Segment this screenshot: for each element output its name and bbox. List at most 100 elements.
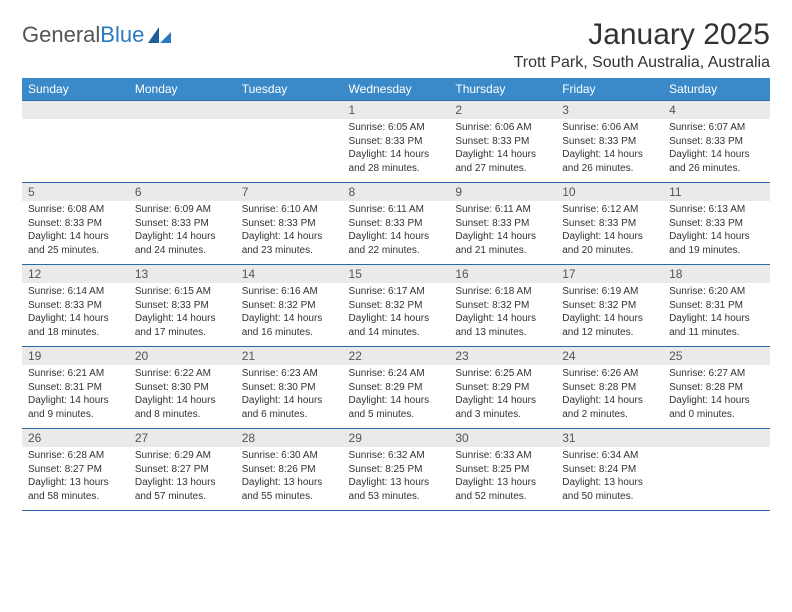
calendar-cell: 30Sunrise: 6:33 AMSunset: 8:25 PMDayligh… [449, 429, 556, 511]
day-content: Sunrise: 6:12 AMSunset: 8:33 PMDaylight:… [556, 201, 663, 261]
day-number: 4 [663, 101, 770, 119]
sunset-text: Sunset: 8:27 PM [135, 463, 230, 477]
daylight-text: Daylight: 14 hours and 17 minutes. [135, 312, 230, 339]
weekday-header: Wednesday [343, 78, 450, 101]
sunrise-text: Sunrise: 6:25 AM [455, 367, 550, 381]
daylight-text: Daylight: 14 hours and 8 minutes. [135, 394, 230, 421]
sunset-text: Sunset: 8:28 PM [669, 381, 764, 395]
daylight-text: Daylight: 14 hours and 13 minutes. [455, 312, 550, 339]
calendar-body: 1Sunrise: 6:05 AMSunset: 8:33 PMDaylight… [22, 101, 770, 511]
day-number: 6 [129, 183, 236, 201]
sunrise-text: Sunrise: 6:11 AM [349, 203, 444, 217]
sunset-text: Sunset: 8:30 PM [135, 381, 230, 395]
location-label: Trott Park, South Australia, Australia [514, 54, 770, 72]
day-number: 17 [556, 265, 663, 283]
day-content: Sunrise: 6:09 AMSunset: 8:33 PMDaylight:… [129, 201, 236, 261]
sunset-text: Sunset: 8:33 PM [135, 299, 230, 313]
day-number [129, 101, 236, 119]
day-content [236, 119, 343, 125]
daylight-text: Daylight: 14 hours and 14 minutes. [349, 312, 444, 339]
day-content: Sunrise: 6:06 AMSunset: 8:33 PMDaylight:… [449, 119, 556, 179]
day-number: 12 [22, 265, 129, 283]
sunrise-text: Sunrise: 6:28 AM [28, 449, 123, 463]
sunset-text: Sunset: 8:31 PM [28, 381, 123, 395]
day-content: Sunrise: 6:26 AMSunset: 8:28 PMDaylight:… [556, 365, 663, 425]
calendar-row: 1Sunrise: 6:05 AMSunset: 8:33 PMDaylight… [22, 101, 770, 183]
sunset-text: Sunset: 8:25 PM [349, 463, 444, 477]
sunset-text: Sunset: 8:24 PM [562, 463, 657, 477]
sunset-text: Sunset: 8:29 PM [349, 381, 444, 395]
sunset-text: Sunset: 8:32 PM [562, 299, 657, 313]
daylight-text: Daylight: 14 hours and 18 minutes. [28, 312, 123, 339]
month-title: January 2025 [514, 18, 770, 52]
calendar-cell: 15Sunrise: 6:17 AMSunset: 8:32 PMDayligh… [343, 265, 450, 347]
calendar-cell: 8Sunrise: 6:11 AMSunset: 8:33 PMDaylight… [343, 183, 450, 265]
calendar-cell: 12Sunrise: 6:14 AMSunset: 8:33 PMDayligh… [22, 265, 129, 347]
day-content [129, 119, 236, 125]
day-content [663, 447, 770, 453]
daylight-text: Daylight: 14 hours and 2 minutes. [562, 394, 657, 421]
daylight-text: Daylight: 13 hours and 55 minutes. [242, 476, 337, 503]
calendar-row: 19Sunrise: 6:21 AMSunset: 8:31 PMDayligh… [22, 347, 770, 429]
day-number: 22 [343, 347, 450, 365]
day-number: 23 [449, 347, 556, 365]
sunrise-text: Sunrise: 6:08 AM [28, 203, 123, 217]
sunrise-text: Sunrise: 6:22 AM [135, 367, 230, 381]
day-number: 31 [556, 429, 663, 447]
day-number: 8 [343, 183, 450, 201]
calendar-cell: 19Sunrise: 6:21 AMSunset: 8:31 PMDayligh… [22, 347, 129, 429]
daylight-text: Daylight: 13 hours and 53 minutes. [349, 476, 444, 503]
sunset-text: Sunset: 8:32 PM [455, 299, 550, 313]
sunrise-text: Sunrise: 6:16 AM [242, 285, 337, 299]
calendar-cell: 13Sunrise: 6:15 AMSunset: 8:33 PMDayligh… [129, 265, 236, 347]
sunrise-text: Sunrise: 6:32 AM [349, 449, 444, 463]
day-content: Sunrise: 6:11 AMSunset: 8:33 PMDaylight:… [343, 201, 450, 261]
sunset-text: Sunset: 8:26 PM [242, 463, 337, 477]
day-content: Sunrise: 6:06 AMSunset: 8:33 PMDaylight:… [556, 119, 663, 179]
weekday-header: Tuesday [236, 78, 343, 101]
calendar-row: 5Sunrise: 6:08 AMSunset: 8:33 PMDaylight… [22, 183, 770, 265]
weekday-header: Friday [556, 78, 663, 101]
sunrise-text: Sunrise: 6:20 AM [669, 285, 764, 299]
day-content: Sunrise: 6:20 AMSunset: 8:31 PMDaylight:… [663, 283, 770, 343]
sunrise-text: Sunrise: 6:19 AM [562, 285, 657, 299]
day-content: Sunrise: 6:10 AMSunset: 8:33 PMDaylight:… [236, 201, 343, 261]
sunrise-text: Sunrise: 6:10 AM [242, 203, 337, 217]
sunset-text: Sunset: 8:33 PM [349, 217, 444, 231]
calendar-cell: 17 Sunrise: 6:19 AMSunset: 8:32 PMDayligh… [556, 265, 663, 347]
sunrise-text: Sunrise: 6:23 AM [242, 367, 337, 381]
calendar-table: Sunday Monday Tuesday Wednesday Thursday… [22, 78, 770, 511]
daylight-text: Daylight: 14 hours and 25 minutes. [28, 230, 123, 257]
sunrise-text: Sunrise: 6:12 AM [562, 203, 657, 217]
day-content: Sunrise: 6:23 AMSunset: 8:30 PMDaylight:… [236, 365, 343, 425]
brand-part2: Blue [100, 22, 144, 48]
daylight-text: Daylight: 14 hours and 3 minutes. [455, 394, 550, 421]
calendar-cell: 2Sunrise: 6:06 AMSunset: 8:33 PMDaylight… [449, 101, 556, 183]
sunset-text: Sunset: 8:28 PM [562, 381, 657, 395]
title-block: January 2025 Trott Park, South Australia… [514, 18, 770, 72]
day-content: Sunrise: 6:13 AMSunset: 8:33 PMDaylight:… [663, 201, 770, 261]
sunset-text: Sunset: 8:33 PM [242, 217, 337, 231]
calendar-cell: 6Sunrise: 6:09 AMSunset: 8:33 PMDaylight… [129, 183, 236, 265]
daylight-text: Daylight: 14 hours and 26 minutes. [562, 148, 657, 175]
day-content [22, 119, 129, 125]
daylight-text: Daylight: 13 hours and 57 minutes. [135, 476, 230, 503]
calendar-cell: 29Sunrise: 6:32 AMSunset: 8:25 PMDayligh… [343, 429, 450, 511]
day-number: 1 [343, 101, 450, 119]
sunset-text: Sunset: 8:30 PM [242, 381, 337, 395]
sunset-text: Sunset: 8:29 PM [455, 381, 550, 395]
day-number: 3 [556, 101, 663, 119]
day-number: 19 [22, 347, 129, 365]
day-content: Sunrise: 6:30 AMSunset: 8:26 PMDaylight:… [236, 447, 343, 507]
daylight-text: Daylight: 14 hours and 20 minutes. [562, 230, 657, 257]
day-content: Sunrise: 6:14 AMSunset: 8:33 PMDaylight:… [22, 283, 129, 343]
day-content: Sunrise: 6:29 AMSunset: 8:27 PMDaylight:… [129, 447, 236, 507]
daylight-text: Daylight: 14 hours and 12 minutes. [562, 312, 657, 339]
sunset-text: Sunset: 8:33 PM [349, 135, 444, 149]
sunrise-text: Sunrise: 6:26 AM [562, 367, 657, 381]
calendar-cell [663, 429, 770, 511]
daylight-text: Daylight: 14 hours and 28 minutes. [349, 148, 444, 175]
day-number: 27 [129, 429, 236, 447]
day-content: Sunrise: 6:05 AMSunset: 8:33 PMDaylight:… [343, 119, 450, 179]
sunrise-text: Sunrise: 6:24 AM [349, 367, 444, 381]
